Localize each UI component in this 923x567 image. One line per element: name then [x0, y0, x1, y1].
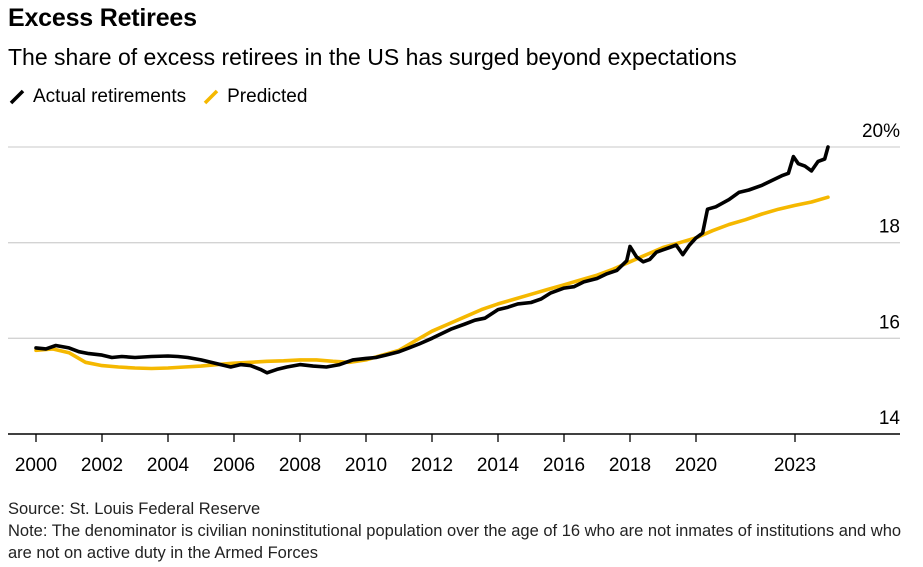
y-tick-label: 20%	[862, 121, 900, 142]
legend-swatch-actual-icon	[9, 89, 25, 105]
chart-footer: Source: St. Louis Federal Reserve Note: …	[8, 498, 918, 564]
y-tick-label: 14	[879, 408, 901, 429]
y-tick-label: 16	[879, 312, 900, 333]
methodology-note: Note: The denominator is civilian nonins…	[8, 522, 902, 562]
legend-swatch-predicted-icon	[203, 89, 219, 105]
y-tick-label: 18	[879, 217, 900, 238]
x-tick-label: 2006	[213, 455, 255, 476]
chart-legend: Actual retirements Predicted	[8, 86, 323, 108]
x-tick-label: 2016	[543, 455, 585, 476]
legend-item-actual: Actual retirements	[8, 86, 186, 108]
chart-subtitle: The share of excess retirees in the US h…	[8, 44, 737, 70]
x-tick-label: 2008	[279, 455, 321, 476]
x-tick-label: 2010	[345, 455, 387, 476]
source-note: Source: St. Louis Federal Reserve	[8, 500, 261, 518]
legend-item-predicted: Predicted	[202, 86, 307, 108]
legend-label-actual: Actual retirements	[33, 86, 187, 107]
x-tick-label: 2012	[411, 455, 453, 476]
x-tick-label: 2020	[675, 455, 717, 476]
x-tick-label: 2000	[15, 455, 57, 476]
x-tick-label: 2018	[609, 455, 651, 476]
series-line-predicted	[34, 195, 830, 371]
x-tick-label: 2014	[477, 455, 520, 476]
x-tick-label: 2002	[81, 455, 123, 476]
series-line-actual	[34, 145, 830, 375]
chart-title: Excess Retirees	[8, 4, 197, 32]
x-tick-label: 2023	[774, 455, 816, 476]
line-chart: 14 16 18 20% 2000 2002 2004 2006 2008 2010 2012 201…	[8, 121, 901, 476]
legend-label-predicted: Predicted	[227, 86, 308, 107]
x-tick-label: 2004	[147, 455, 190, 476]
